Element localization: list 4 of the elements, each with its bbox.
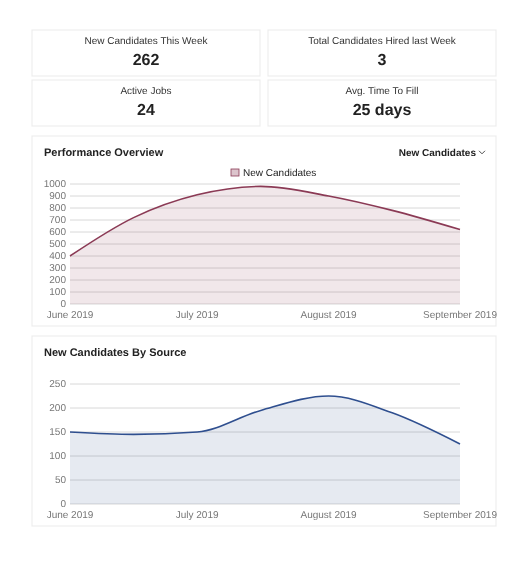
- text: 24: [137, 101, 156, 119]
- text: 25 days: [352, 101, 413, 119]
- text: 3: [377, 51, 388, 69]
- text: 262: [132, 51, 161, 69]
